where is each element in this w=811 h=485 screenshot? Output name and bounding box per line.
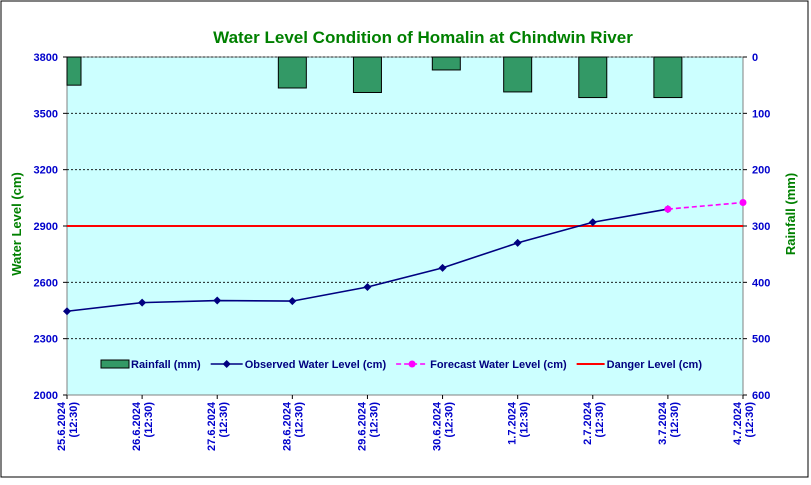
left-tick-label: 3500 — [34, 108, 58, 120]
x-tick-label: 4.7.2024(12:30) — [732, 401, 756, 445]
right-tick-label: 300 — [752, 221, 770, 233]
x-tick-label: 29.6.2024(12:30) — [356, 401, 380, 451]
observed-point — [588, 218, 597, 227]
rainfall-bar — [352, 56, 382, 93]
legend-marker — [408, 360, 416, 368]
observed-point — [438, 263, 447, 272]
left-tick-label: 2600 — [34, 277, 58, 289]
rainfall-bar — [277, 56, 307, 89]
x-tick-label: 28.6.2024(12:30) — [281, 401, 305, 451]
forecast-point — [664, 205, 672, 213]
left-tick-label: 3200 — [34, 165, 58, 177]
legend-label: Forecast Water Level (cm) — [430, 359, 567, 371]
legend-item: Rainfall (mm) — [100, 359, 201, 371]
forecast-line — [667, 201, 744, 210]
x-tick-label: 25.6.2024(12:30) — [56, 401, 80, 451]
x-tick-label: 27.6.2024(12:30) — [206, 401, 230, 451]
left-tick-label: 2000 — [34, 390, 58, 402]
x-tick-label: 30.6.2024(12:30) — [432, 401, 456, 451]
x-tick-label: 2.7.2024(12:30) — [582, 401, 606, 445]
right-tick-label: 500 — [752, 334, 770, 346]
rainfall-bar — [578, 56, 608, 99]
chart-title: Water Level Condition of Homalin at Chin… — [213, 28, 633, 47]
right-tick-label: 100 — [752, 108, 770, 120]
legend-marker — [222, 360, 231, 368]
observed-point — [213, 296, 222, 305]
rainfall-bar — [431, 56, 461, 71]
legend-item: Forecast Water Level (cm) — [396, 359, 567, 371]
right-tick-label: 0 — [752, 52, 758, 64]
legend-item: Observed Water Level (cm) — [210, 359, 387, 371]
legend-item: Danger Level (cm) — [576, 359, 703, 371]
observed-point — [288, 297, 297, 306]
observed-point — [513, 238, 522, 247]
legend-label: Observed Water Level (cm) — [245, 359, 387, 371]
plot-area: 2000 2300 2600 2900 3200 3500 3800 0 100 200 300 40… — [34, 52, 771, 451]
left-tick-label: 3800 — [34, 52, 58, 64]
legend: Rainfall (mm) Observed Water Level (cm) Fo… — [100, 359, 703, 371]
x-tick-label: 3.7.2024(12:30) — [657, 401, 681, 445]
right-tick-label: 400 — [752, 277, 770, 289]
legend-label: Danger Level (cm) — [607, 359, 703, 371]
x-tick-label: 26.6.2024(12:30) — [131, 401, 155, 451]
right-tick-label: 200 — [752, 165, 770, 177]
left-axis-label: Water Level (cm) — [9, 172, 24, 276]
legend-label: Rainfall (mm) — [131, 359, 201, 371]
x-tick-label: 1.7.2024(12:30) — [507, 401, 531, 445]
right-tick-label: 600 — [752, 390, 770, 402]
left-tick-label: 2300 — [34, 334, 58, 346]
rainfall-bar — [503, 56, 533, 93]
legend-swatch-rainfall — [100, 359, 130, 369]
observed-point — [363, 283, 372, 292]
observed-point — [63, 307, 71, 316]
forecast-point — [739, 199, 747, 207]
right-axis-label: Rainfall (mm) — [783, 173, 798, 255]
rainfall-bar — [653, 56, 683, 99]
left-tick-label: 2900 — [34, 221, 58, 233]
rainfall-bar — [66, 56, 82, 86]
observed-point — [138, 298, 147, 307]
